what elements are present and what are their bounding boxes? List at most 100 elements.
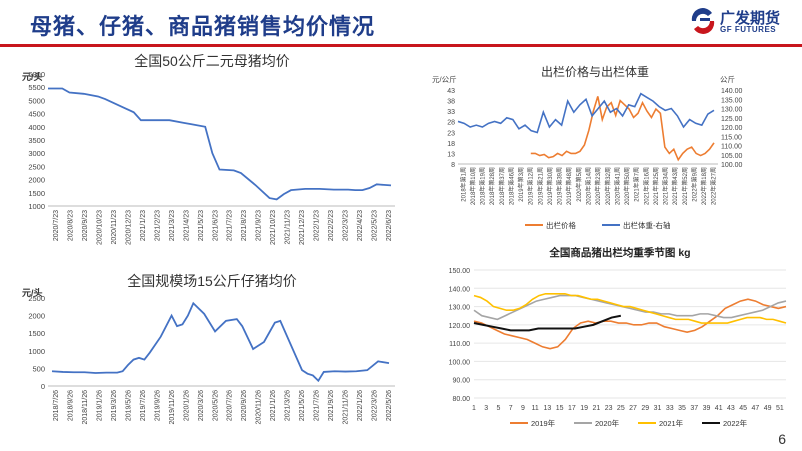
x-tick-label: 2022年第27周 (710, 167, 718, 205)
x-tick-label: 2021/9/26 (328, 390, 335, 421)
x-tick-label: 2022/1/23 (313, 210, 320, 241)
x-tick-label: 2019年第48周 (565, 167, 573, 205)
y-tick-label: 80.00 (452, 396, 470, 403)
x-tick-label: 2020年第41周 (613, 167, 621, 205)
x-tick-label: 2022/1/26 (357, 390, 364, 421)
y-right-tick: 100.00 (721, 162, 743, 169)
y-tick-label: 130.00 (449, 305, 471, 312)
x-tick-label: 2019年第12周 (527, 167, 535, 205)
x-tick-label: 37 (690, 405, 698, 412)
x-tick-label: 43 (727, 405, 735, 412)
x-tick-label: 15 (556, 405, 564, 412)
x-tick-label: 13 (544, 405, 552, 412)
x-tick-label: 2021/7/26 (313, 390, 320, 421)
x-tick-label: 2019年第21周 (536, 167, 544, 205)
legend-label-4: 2022年 (723, 418, 748, 428)
x-tick-label: 47 (752, 405, 760, 412)
y-tick-label: 0 (41, 382, 45, 391)
x-tick-label: 2019年第3周 (517, 167, 525, 202)
gf-futures-logo: 广发期货 GF FUTURES (690, 7, 800, 39)
x-tick-label: 2020/7/26 (227, 390, 234, 421)
y-tick-label: 100.00 (449, 359, 471, 366)
x-tick-label: 2020年第23周 (594, 167, 602, 205)
x-tick-label: 2018/9/26 (68, 390, 75, 421)
x-tick-label: 2021/5/23 (198, 210, 205, 241)
x-tick-label: 2018年第19周 (479, 167, 487, 205)
y-right-tick: 120.00 (721, 125, 743, 132)
x-tick-label: 1 (472, 405, 476, 412)
x-tick-label: 29 (641, 405, 649, 412)
x-tick-label: 2022年第18周 (700, 167, 708, 205)
y-left-tick: 38 (447, 99, 455, 106)
x-tick-label: 2021/12/23 (299, 210, 306, 245)
y-left-tick: 33 (447, 109, 455, 116)
legend-label-1: 2019年 (531, 418, 556, 428)
x-tick-label: 2018年第37周 (498, 167, 506, 205)
x-tick-label: 2022/6/23 (386, 210, 393, 241)
chart-title: 全国50公斤二元母猪均价 (134, 53, 290, 69)
x-tick-label: 2022/5/26 (386, 390, 393, 421)
price-series-line (530, 96, 715, 162)
x-tick-label: 41 (715, 405, 723, 412)
x-tick-label: 7 (509, 405, 513, 412)
x-tick-label: 2022/5/23 (371, 210, 378, 241)
y-right-unit: 公斤 (720, 74, 735, 84)
x-tick-label: 2020/9/26 (241, 390, 248, 421)
x-tick-label: 2019年第30周 (546, 167, 554, 205)
x-tick-label: 3 (484, 405, 488, 412)
x-tick-label: 2021年第52周 (681, 167, 689, 205)
y-left-tick: 8 (451, 162, 455, 169)
x-tick-label: 39 (703, 405, 711, 412)
x-tick-label: 2021/8/23 (241, 210, 248, 241)
seasonal-weight-chart: 全国商品猪出栏均重季节图 kg80.0090.00100.00110.00120… (449, 246, 787, 428)
y-right-tick: 115.00 (721, 134, 742, 141)
y-tick-label: 140.00 (449, 286, 471, 293)
x-tick-label: 21 (592, 405, 600, 412)
x-tick-label: 35 (678, 405, 686, 412)
x-tick-label: 2020/7/23 (53, 210, 60, 241)
x-tick-label: 2021/1/26 (270, 390, 277, 421)
x-tick-label: 45 (739, 405, 747, 412)
weight-series-line (457, 92, 715, 134)
series-line-3 (473, 292, 787, 324)
y-tick-label: 2500 (28, 162, 45, 171)
y-tick-label: 5000 (28, 96, 45, 105)
logo-en: GF FUTURES (720, 25, 777, 34)
x-tick-label: 2018年第10周 (469, 167, 477, 205)
x-tick-label: 2021/5/26 (299, 390, 306, 421)
x-tick-label: 31 (654, 405, 662, 412)
x-tick-label: 2021年第7周 (633, 167, 641, 202)
y-left-tick: 23 (447, 130, 455, 137)
x-tick-label: 49 (764, 405, 772, 412)
x-tick-label: 33 (666, 405, 674, 412)
x-tick-label: 2021/11/23 (285, 210, 292, 245)
y-tick-label: 90.00 (452, 378, 470, 385)
x-tick-label: 2019年第39周 (556, 167, 564, 205)
chart-title: 全国商品猪出栏均重季节图 kg (548, 246, 690, 259)
y-tick-label: 2500 (28, 294, 45, 303)
y-tick-label: 120.00 (449, 323, 471, 330)
x-tick-label: 2022年第9周 (690, 167, 698, 202)
x-tick-label: 2020/5/26 (212, 390, 219, 421)
series-line-2 (473, 294, 787, 321)
x-tick-label: 2021/3/23 (169, 210, 176, 241)
x-tick-label: 2021/3/26 (285, 390, 292, 421)
y-tick-label: 1500 (28, 189, 45, 198)
x-tick-label: 2021/4/23 (183, 210, 190, 241)
y-left-tick: 13 (447, 151, 455, 158)
x-tick-label: 27 (629, 405, 637, 412)
y-tick-label: 2000 (28, 176, 45, 185)
y-unit-label: 元/头 (22, 71, 43, 82)
x-tick-label: 2018年第46周 (507, 167, 515, 205)
x-tick-label: 2020年第14周 (585, 167, 593, 205)
x-tick-label: 17 (568, 405, 576, 412)
x-tick-label: 2019/7/26 (140, 390, 147, 421)
x-tick-label: 11 (532, 405, 539, 412)
x-tick-label: 5 (497, 405, 501, 412)
x-tick-label: 2020/9/23 (82, 210, 89, 241)
y-tick-label: 110.00 (449, 341, 470, 348)
chart-title: 全国规模场15公斤仔猪均价 (127, 273, 297, 289)
